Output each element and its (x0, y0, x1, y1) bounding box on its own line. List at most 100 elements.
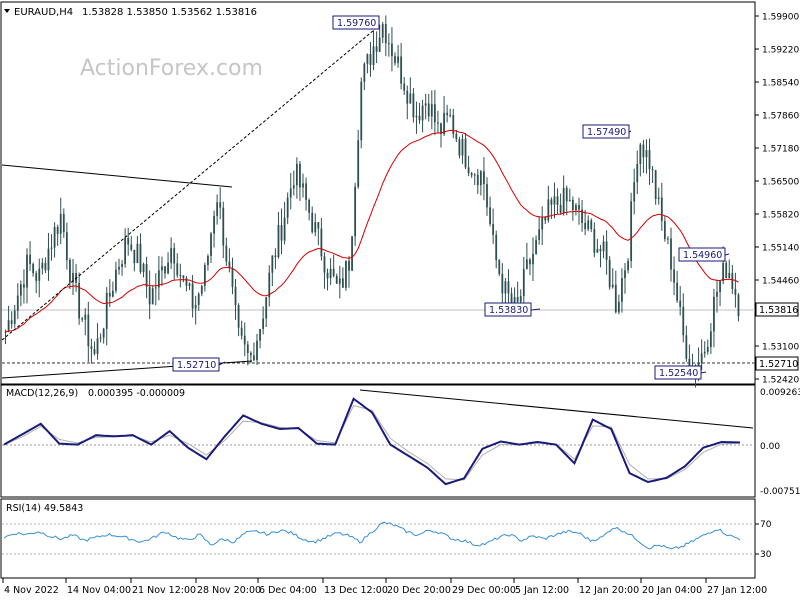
candle-body (568, 199, 571, 202)
candle-body (151, 288, 154, 305)
candle-body (338, 278, 341, 284)
candle-body (461, 138, 464, 156)
candle-body (154, 287, 157, 289)
rsi-line (3, 521, 741, 550)
candle-body (90, 346, 93, 349)
candle-body (207, 256, 209, 266)
candle-body (430, 104, 433, 117)
annotation-label: 1.57490 (582, 124, 632, 139)
candle-body (387, 43, 390, 45)
candle-body (108, 292, 111, 297)
candle-body (105, 292, 108, 329)
candle-body (415, 115, 418, 118)
candle-body (262, 318, 265, 329)
candle-body (498, 260, 501, 274)
price-tick-label: 1.57860 (762, 112, 799, 122)
candle-body (510, 293, 513, 304)
annotation-label: 1.52540 (654, 365, 707, 380)
candle-body (16, 295, 19, 311)
candle-body (326, 272, 329, 279)
candle-body (357, 140, 360, 187)
candle-body (636, 164, 639, 183)
candle-body (492, 224, 495, 235)
candle-body (525, 259, 528, 270)
candle-body (93, 348, 96, 354)
dropdown-arrow-icon[interactable] (4, 9, 10, 13)
candle-body (87, 314, 90, 347)
candle-body (541, 217, 544, 230)
candle-body (446, 112, 449, 116)
candle-body (412, 93, 415, 118)
candle-body (617, 301, 620, 313)
candle-body (676, 282, 679, 301)
price-tick-label: 1.53100 (762, 343, 799, 353)
candle-body (188, 283, 191, 286)
candle-body (253, 355, 255, 361)
time-tick-label: 14 Nov 04:00 (67, 585, 131, 596)
channel-upper-line (1, 164, 233, 188)
svg-text:1.57490: 1.57490 (587, 127, 626, 138)
price-tick-label: 1.55820 (762, 211, 799, 221)
candle-body (648, 150, 651, 170)
macd-axis: 0.009263 0.00 -0.007517 (760, 388, 800, 497)
candle-body (602, 241, 605, 252)
candle-body (234, 286, 237, 306)
candle-body (292, 185, 295, 189)
candle-body (544, 217, 547, 221)
candle-body (581, 209, 583, 223)
candle-body (96, 338, 99, 354)
candle-body (10, 320, 13, 324)
time-tick-label: 20 Jan 04:00 (642, 585, 702, 596)
candle-body (305, 183, 307, 200)
candle-body (176, 263, 179, 276)
candle-body (118, 266, 120, 270)
candle-body (354, 186, 357, 237)
candle-body (703, 351, 706, 354)
support-price-tag: 1.52710 (755, 356, 799, 371)
candle-body (210, 233, 212, 257)
candle-body (519, 296, 522, 302)
candle-body (489, 207, 491, 225)
candle-body (23, 284, 25, 288)
candle-body (127, 237, 130, 245)
candle-body (191, 283, 194, 309)
candle-body (559, 204, 562, 213)
candle-body (682, 306, 685, 336)
candle-body (274, 255, 277, 258)
candle-body (173, 248, 176, 264)
candle-body (599, 248, 602, 252)
candle-body (464, 138, 467, 168)
candle-body (219, 202, 222, 208)
rsi-title: RSI(14) (6, 503, 41, 514)
candle-body (65, 232, 68, 260)
candle-body (231, 268, 234, 287)
candle-body (167, 262, 169, 274)
candle-body (157, 270, 160, 288)
macd-tick-label: 0.009263 (760, 388, 800, 398)
macd-title: MACD(12,26,9) (6, 388, 78, 399)
candle-body (587, 220, 590, 230)
candle-body (332, 268, 335, 276)
candle-body (575, 205, 577, 211)
candle-body (400, 56, 403, 84)
candle-body (418, 115, 421, 121)
candle-body (228, 261, 231, 269)
candle-body (516, 297, 519, 302)
candle-body (670, 238, 672, 270)
time-tick-label: 5 Jan 12:00 (515, 585, 569, 596)
candle-body (268, 272, 271, 298)
candle-body (351, 236, 353, 271)
candle-body (397, 56, 399, 63)
rsi-tick-label: 70 (760, 520, 772, 530)
candle-body (182, 275, 185, 279)
candle-body (366, 54, 369, 64)
macd-main-line (3, 397, 741, 486)
candle-body (421, 105, 424, 121)
candles-group (4, 15, 740, 388)
candle-body (378, 37, 381, 52)
candle-body (246, 344, 249, 353)
candle-body (709, 331, 712, 348)
candle-body (504, 281, 507, 294)
